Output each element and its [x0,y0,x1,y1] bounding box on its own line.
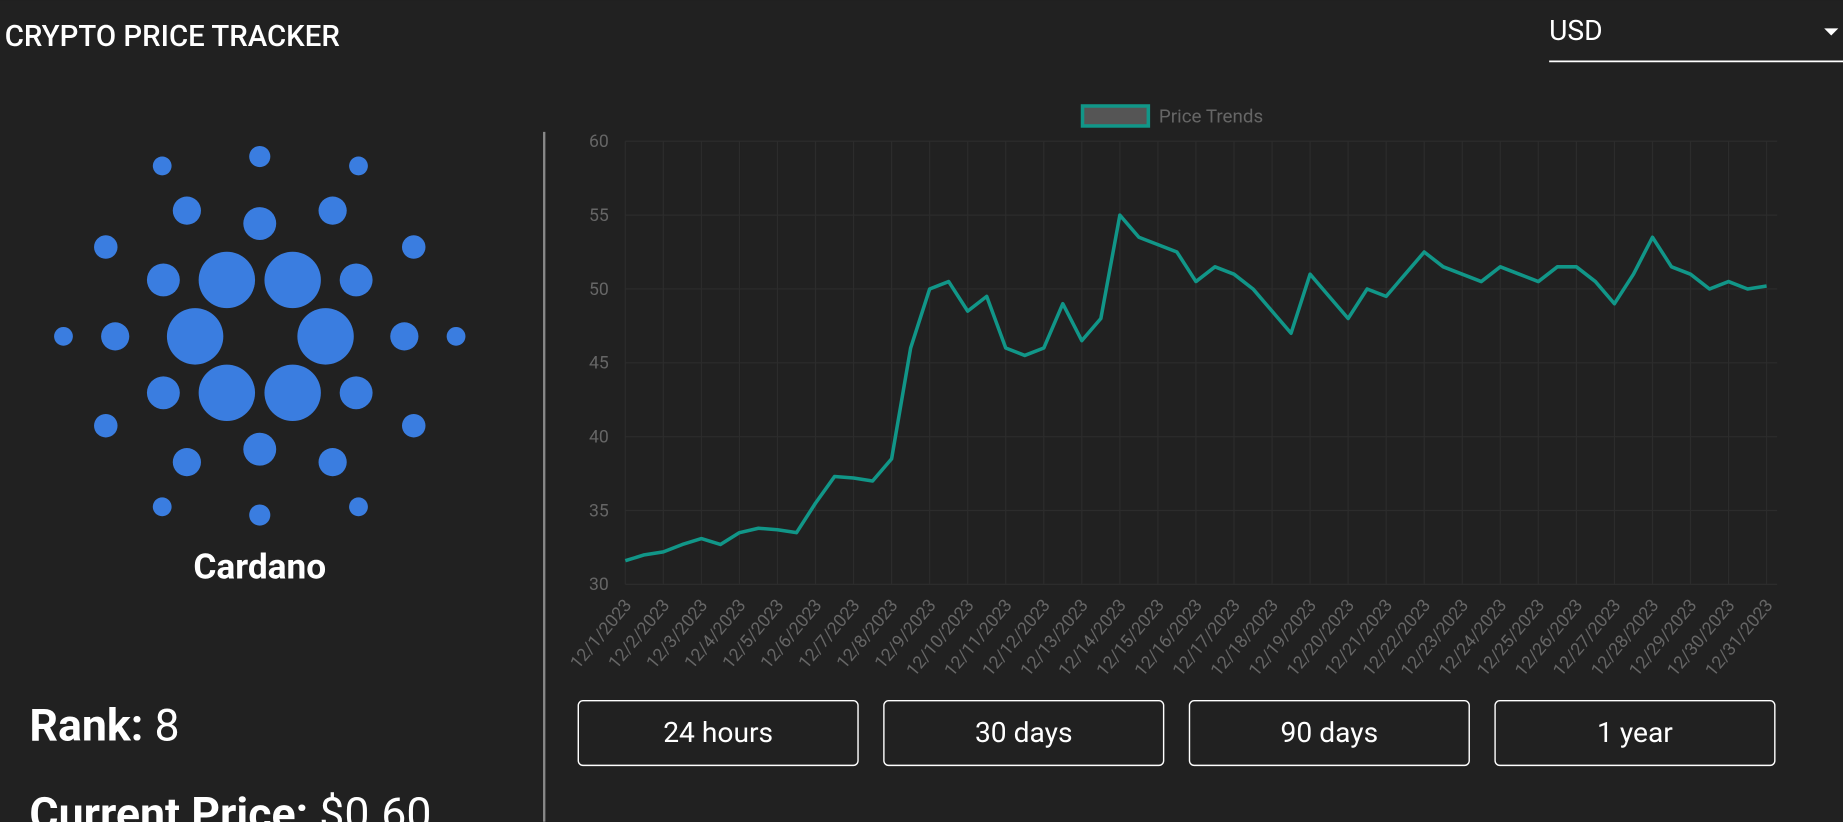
currency-value[interactable]: USD [1549,14,1603,47]
price-label: Current Price: [29,788,308,822]
y-tick-label: 40 [589,428,609,448]
rank-label: Rank: [29,700,143,752]
coin-name: Cardano [193,545,326,587]
legend-label: Price Trends [1159,105,1263,127]
dropdown-arrow[interactable] [1824,28,1839,36]
button-label[interactable]: 1 year [1597,716,1673,749]
y-tick-label: 35 [589,501,609,521]
y-tick-label: 30 [589,575,609,595]
range-buttons: 24 hours 30 days 90 days 1 year [577,700,1776,767]
button-box[interactable] [883,700,1165,767]
price-line [624,213,1767,563]
button-box[interactable] [1188,700,1470,767]
y-tick-label: 55 [589,206,609,226]
price: Current Price: $0.60 [29,788,431,822]
button-label[interactable]: 24 hours [663,716,773,749]
range-button[interactable]: 90 days [1188,700,1470,767]
price-value: $0.60 [319,788,431,822]
currency-select[interactable]: USD [1549,14,1843,63]
range-button[interactable]: 24 hours [577,700,859,767]
range-button[interactable]: 30 days [883,700,1165,767]
button-box[interactable] [577,700,859,767]
range-button[interactable]: 1 year [1494,700,1776,767]
y-tick-label: 60 [589,132,609,152]
coin-logo [54,145,466,526]
y-tick-label: 45 [589,354,609,374]
rank-value: 8 [154,700,179,752]
chart: 3035404550556012/1/202312/2/202312/3/202… [567,104,1777,681]
legend-swatch [1080,104,1151,128]
button-label[interactable]: 90 days [1281,716,1379,749]
rank: Rank: 8 [29,700,179,752]
y-tick-label: 50 [589,280,609,300]
button-label[interactable]: 30 days [975,716,1073,749]
app-title: CRYPTO PRICE TRACKER [5,20,340,54]
button-box[interactable] [1494,700,1776,767]
